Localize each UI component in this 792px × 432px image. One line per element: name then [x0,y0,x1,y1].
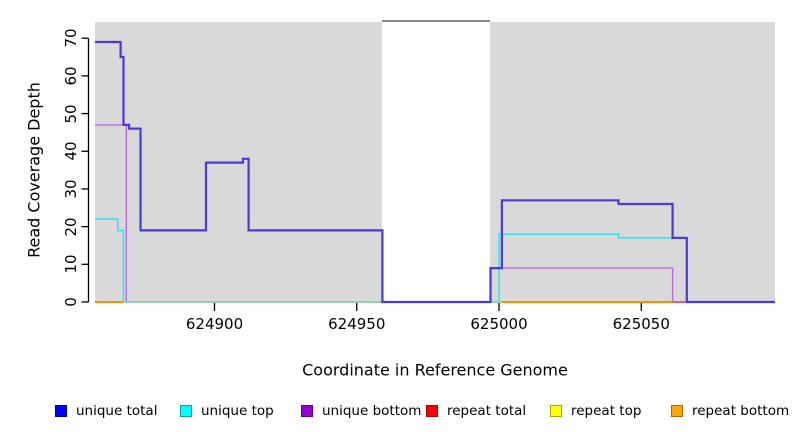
x-tick-label: 624900 [185,315,244,333]
masked-white-region [382,20,491,303]
x-axis-title: Coordinate in Reference Genome [302,360,568,380]
legend-swatch-icon [180,405,192,417]
legend-item-repeat-bottom: repeat bottom [671,403,789,419]
x-tick-label: 625000 [470,315,528,333]
y-tick-label: 10 [62,254,80,274]
legend-label: repeat top [571,403,642,419]
y-tick-label: 70 [62,28,80,48]
x-tick-label: 625050 [612,315,670,333]
legend-item-unique-total: unique total [55,403,157,419]
legend-item-unique-bottom: unique bottom [301,403,421,419]
legend-swatch-icon [426,405,438,417]
legend: unique total unique top unique bottom repea… [0,401,792,421]
x-tick-label: 624950 [328,315,386,333]
y-tick-label: 40 [62,141,80,161]
y-axis-title: Read Coverage Depth [24,82,44,258]
series-line-unique-total [95,40,775,304]
y-tick-label: 30 [62,179,80,199]
legend-item-repeat-total: repeat total [426,403,526,419]
legend-label: repeat total [447,403,527,419]
legend-label: unique top [201,403,274,419]
legend-swatch-icon [301,405,313,417]
legend-swatch-icon [550,405,562,417]
legend-label: unique bottom [322,403,422,419]
y-tick-label: 60 [62,66,80,86]
legend-swatch-icon [671,405,683,417]
y-tick-label: 20 [62,217,80,237]
legend-swatch-icon [55,405,67,417]
legend-label: unique total [76,403,158,419]
legend-item-repeat-top: repeat top [550,403,641,419]
y-tick-label: 0 [62,297,80,307]
legend-label: repeat bottom [692,403,790,419]
y-tick-label: 50 [62,104,80,124]
legend-item-unique-top: unique top [180,403,274,419]
